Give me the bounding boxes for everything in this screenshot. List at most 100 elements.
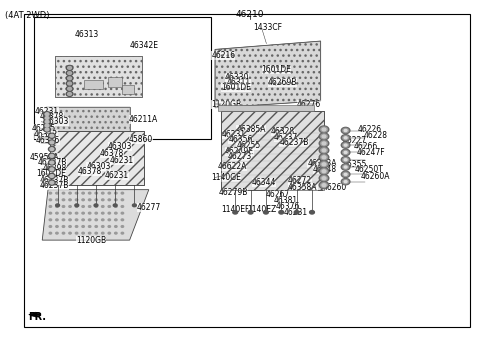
Circle shape — [88, 212, 91, 214]
Text: 46250T: 46250T — [354, 165, 383, 174]
Circle shape — [341, 179, 350, 185]
Circle shape — [341, 157, 350, 163]
Polygon shape — [29, 312, 41, 317]
Text: 1120GB: 1120GB — [76, 236, 106, 245]
Circle shape — [343, 143, 348, 147]
Circle shape — [68, 87, 72, 90]
Text: 1601DE: 1601DE — [221, 83, 251, 92]
Circle shape — [115, 206, 117, 207]
Circle shape — [344, 151, 347, 153]
Text: 46344: 46344 — [252, 178, 276, 187]
Circle shape — [69, 199, 71, 201]
Circle shape — [321, 169, 327, 174]
Circle shape — [62, 212, 65, 214]
Circle shape — [68, 72, 72, 74]
Text: 46342E: 46342E — [130, 41, 158, 50]
Circle shape — [56, 232, 58, 234]
Text: 46226: 46226 — [358, 125, 382, 134]
Text: 46276: 46276 — [297, 100, 321, 109]
Text: 46328: 46328 — [271, 127, 295, 136]
Circle shape — [319, 182, 329, 189]
Circle shape — [341, 127, 350, 134]
Circle shape — [321, 155, 327, 160]
Text: 46343D: 46343D — [65, 79, 95, 88]
Text: 46273: 46273 — [228, 152, 252, 161]
Circle shape — [102, 212, 104, 214]
Circle shape — [343, 136, 348, 140]
Circle shape — [319, 154, 329, 161]
Circle shape — [66, 71, 73, 76]
Bar — [221, 111, 324, 190]
Text: 46269B: 46269B — [268, 78, 297, 87]
Circle shape — [319, 161, 329, 168]
Circle shape — [49, 219, 52, 221]
Text: 46341: 46341 — [118, 65, 142, 74]
Circle shape — [121, 232, 124, 234]
Circle shape — [95, 226, 97, 227]
Text: 46231: 46231 — [35, 107, 59, 116]
Circle shape — [319, 133, 329, 140]
Circle shape — [56, 204, 60, 207]
Circle shape — [48, 160, 55, 165]
Circle shape — [56, 199, 58, 201]
Circle shape — [45, 117, 49, 119]
Circle shape — [321, 183, 327, 188]
Circle shape — [321, 127, 327, 132]
Circle shape — [66, 76, 73, 81]
Circle shape — [50, 134, 54, 137]
Circle shape — [108, 199, 110, 201]
Circle shape — [75, 204, 79, 207]
Circle shape — [108, 226, 110, 227]
Circle shape — [121, 219, 124, 221]
Text: 46267: 46267 — [265, 190, 290, 199]
Circle shape — [44, 127, 50, 132]
Circle shape — [56, 212, 58, 214]
Circle shape — [48, 140, 55, 145]
Text: 46316: 46316 — [36, 136, 60, 145]
Circle shape — [343, 128, 348, 133]
Circle shape — [115, 219, 117, 221]
Text: 46231: 46231 — [222, 130, 246, 139]
Text: 46303: 46303 — [45, 117, 69, 126]
Text: 46216: 46216 — [211, 51, 235, 60]
Circle shape — [319, 147, 329, 154]
Circle shape — [341, 149, 350, 156]
Circle shape — [321, 148, 327, 153]
Circle shape — [50, 175, 54, 177]
Circle shape — [66, 86, 73, 91]
Circle shape — [95, 232, 97, 234]
Circle shape — [56, 226, 58, 227]
Text: 46248: 46248 — [313, 165, 337, 174]
Text: 46235: 46235 — [31, 124, 56, 133]
Text: 46277: 46277 — [137, 203, 161, 212]
Text: 46237B: 46237B — [37, 158, 67, 167]
Circle shape — [322, 170, 326, 173]
Circle shape — [279, 211, 284, 214]
Circle shape — [75, 192, 78, 194]
Circle shape — [50, 181, 54, 184]
Circle shape — [69, 192, 71, 194]
Text: 1601DE: 1601DE — [36, 169, 66, 179]
Text: 1433CF: 1433CF — [253, 23, 282, 32]
Text: 46378: 46378 — [40, 112, 64, 121]
Circle shape — [108, 192, 110, 194]
Text: 46211A: 46211A — [129, 114, 158, 124]
Bar — [218, 105, 314, 111]
Circle shape — [69, 219, 71, 221]
Circle shape — [95, 206, 97, 207]
Circle shape — [321, 134, 327, 139]
Circle shape — [56, 206, 58, 207]
Circle shape — [115, 212, 117, 214]
Circle shape — [62, 219, 65, 221]
Circle shape — [48, 174, 55, 179]
Circle shape — [121, 199, 124, 201]
Bar — [46, 107, 130, 132]
Circle shape — [121, 206, 124, 207]
Bar — [108, 77, 122, 87]
Circle shape — [49, 212, 52, 214]
Circle shape — [56, 192, 58, 194]
Circle shape — [121, 192, 124, 194]
Circle shape — [264, 211, 268, 214]
Text: 46311: 46311 — [227, 78, 251, 87]
Circle shape — [62, 232, 65, 234]
